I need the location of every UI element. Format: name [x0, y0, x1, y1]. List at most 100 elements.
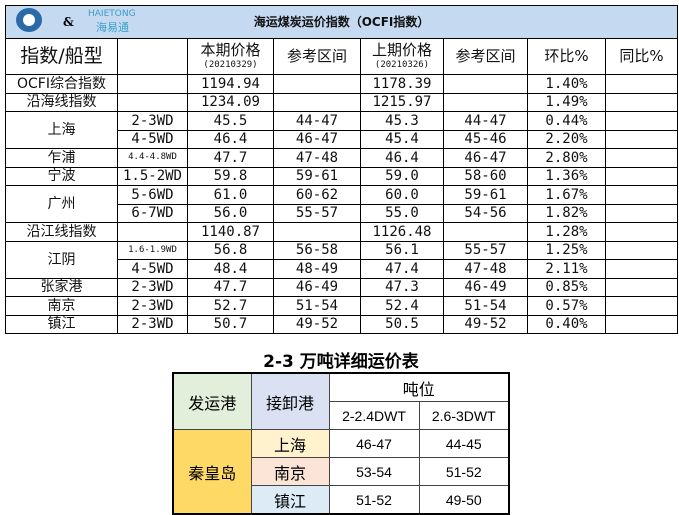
row-name: 沿海线指数: [5, 92, 118, 112]
table-row: 镇江 2-3WD 50.7 49-52 50.5 49-52 0.40%: [5, 314, 679, 334]
col-prev-price: 上期价格 (20210326): [360, 38, 444, 75]
dest-cell: 镇江: [250, 485, 330, 515]
origin-cell: 秦皇岛: [172, 429, 252, 515]
ocfi-table: 海运煤炭运价指数（OCFI指数） 指数/船型 本期价格 (20210329) 参考…: [4, 5, 679, 334]
table-row: 沿江线指数 1140.87 1126.48 1.28%: [5, 222, 679, 242]
current-range: 59-61: [273, 166, 361, 186]
previous-price: 56.1: [360, 240, 444, 260]
ship-type: 4.4-4.8WD: [117, 148, 188, 168]
mom-change: 0.44%: [527, 111, 606, 131]
price-cell: 46-47: [328, 429, 420, 458]
dest-header: 接卸港: [250, 372, 330, 430]
previous-price: 1178.39: [360, 74, 444, 94]
current-range: 47-48: [273, 148, 361, 168]
yoy-change: [604, 203, 679, 223]
qhd-coal-logo: [16, 8, 42, 32]
tonnage-header: 吨位: [328, 372, 510, 402]
ship-type: 2-3WD: [117, 111, 188, 131]
table-row: 6-7WD 56.0 55-57 55.0 54-56 1.82%: [6, 203, 679, 223]
previous-range: 59-61: [443, 185, 528, 205]
previous-range: 45-46: [443, 129, 528, 149]
table-row: 沿海线指数 1234.09 1215.97 1.49%: [5, 92, 679, 112]
current-price: 50.7: [187, 314, 274, 334]
row-name: 张家港: [5, 277, 118, 297]
price-cell: 49-50: [418, 485, 510, 515]
ship-type: 6-7WD: [117, 203, 188, 223]
cur-date: (20210329): [203, 60, 258, 70]
previous-price: 50.5: [360, 314, 444, 334]
yoy-change: [604, 314, 679, 334]
current-price: 56.0: [187, 203, 274, 223]
yoy-change: [604, 259, 679, 279]
mom-change: 2.20%: [527, 129, 606, 149]
col-index: 指数/船型: [5, 38, 118, 75]
yoy-change: [604, 277, 679, 297]
row-name: 江阴: [5, 240, 118, 279]
current-range: 48-49: [273, 259, 361, 279]
col-prev-range: 参考区间: [443, 38, 528, 75]
dest-cell: 上海: [250, 429, 330, 458]
detail-title: 2-3 万吨详细运价表: [263, 352, 419, 372]
price-cell: 51-52: [328, 485, 420, 515]
row-name: 乍浦: [5, 148, 118, 168]
ship-type: 5-6WD: [117, 185, 188, 205]
previous-range: 46-49: [443, 277, 528, 297]
yoy-change: [604, 166, 679, 186]
current-price: 59.8: [187, 166, 274, 186]
mom-change: 1.67%: [527, 185, 606, 205]
ampersand: &: [63, 15, 74, 29]
current-range: [273, 222, 361, 242]
col-cur-range: 参考区间: [273, 38, 361, 75]
current-price: 48.4: [187, 259, 274, 279]
row-name: 镇江: [5, 314, 118, 334]
haietong-logo-cn: 海易通: [96, 21, 129, 34]
table-row: 4-5WD 46.4 46-47 45.4 45-46 2.20%: [6, 129, 679, 149]
table-row: 江阴 1.6-1.9WD 56.8 56-58 56.1 55-57 1.25%: [5, 240, 679, 279]
previous-range: [443, 74, 528, 94]
table-row: 乍浦 4.4-4.8WD 47.7 47-48 46.4 46-47 2.80%: [5, 148, 679, 168]
table-row: 宁波 1.5-2WD 59.8 59-61 59.0 58-60 1.36%: [5, 166, 679, 186]
ship-type: [117, 92, 188, 112]
yoy-change: [604, 74, 679, 94]
mom-change: 1.25%: [527, 240, 606, 260]
mom-change: 2.11%: [527, 259, 606, 279]
yoy-change: [604, 240, 679, 260]
previous-range: [443, 222, 528, 242]
mom-change: 2.80%: [527, 148, 606, 168]
haietong-logo: HAIETONG: [88, 9, 136, 19]
yoy-change: [604, 111, 679, 131]
ship-type: 4-5WD: [117, 259, 188, 279]
previous-price: 45.4: [360, 129, 444, 149]
current-price: 56.8: [187, 240, 274, 260]
origin-header: 发运港: [172, 372, 252, 430]
table-row: 张家港 2-3WD 47.7 46-49 47.3 46-49 0.85%: [5, 277, 679, 297]
table-row: 南京 2-3WD 52.7 51-54 52.4 51-54 0.57%: [5, 296, 679, 316]
current-range: 46-47: [273, 129, 361, 149]
mom-change: 1.36%: [527, 166, 606, 186]
row-name: 宁波: [5, 166, 118, 186]
title-bar: 海运煤炭运价指数（OCFI指数）: [4, 5, 679, 39]
previous-range: 44-47: [443, 111, 528, 131]
previous-price: 52.4: [360, 296, 444, 316]
ship-type: [117, 74, 188, 94]
ship-type: 1.5-2WD: [117, 166, 188, 186]
previous-price: 60.0: [360, 185, 444, 205]
previous-price: 55.0: [360, 203, 444, 223]
current-price: 46.4: [187, 129, 274, 149]
tonnage-col-1: 2-2.4DWT: [328, 401, 420, 430]
tonnage-col-2: 2.6-3DWT: [418, 401, 510, 430]
prev-date: (20210326): [374, 60, 430, 70]
previous-price: 1126.48: [360, 222, 444, 242]
table-title: 海运煤炭运价指数（OCFI指数）: [253, 15, 430, 29]
mom-change: 1.82%: [527, 203, 606, 223]
table-row: 4-5WD 48.4 48-49 47.4 47-48 2.11%: [6, 259, 679, 279]
previous-range: 46-47: [443, 148, 528, 168]
prev-price-label: 上期价格: [371, 41, 432, 59]
current-price: 47.7: [187, 148, 274, 168]
current-price: 1194.94: [187, 74, 274, 94]
dest-cell: 南京: [250, 457, 330, 486]
ship-type: [117, 222, 188, 242]
table-row: OCFI综合指数 1194.94 1178.39 1.40%: [5, 74, 679, 94]
mom-change: 1.40%: [527, 74, 606, 94]
current-price: 47.7: [187, 277, 274, 297]
